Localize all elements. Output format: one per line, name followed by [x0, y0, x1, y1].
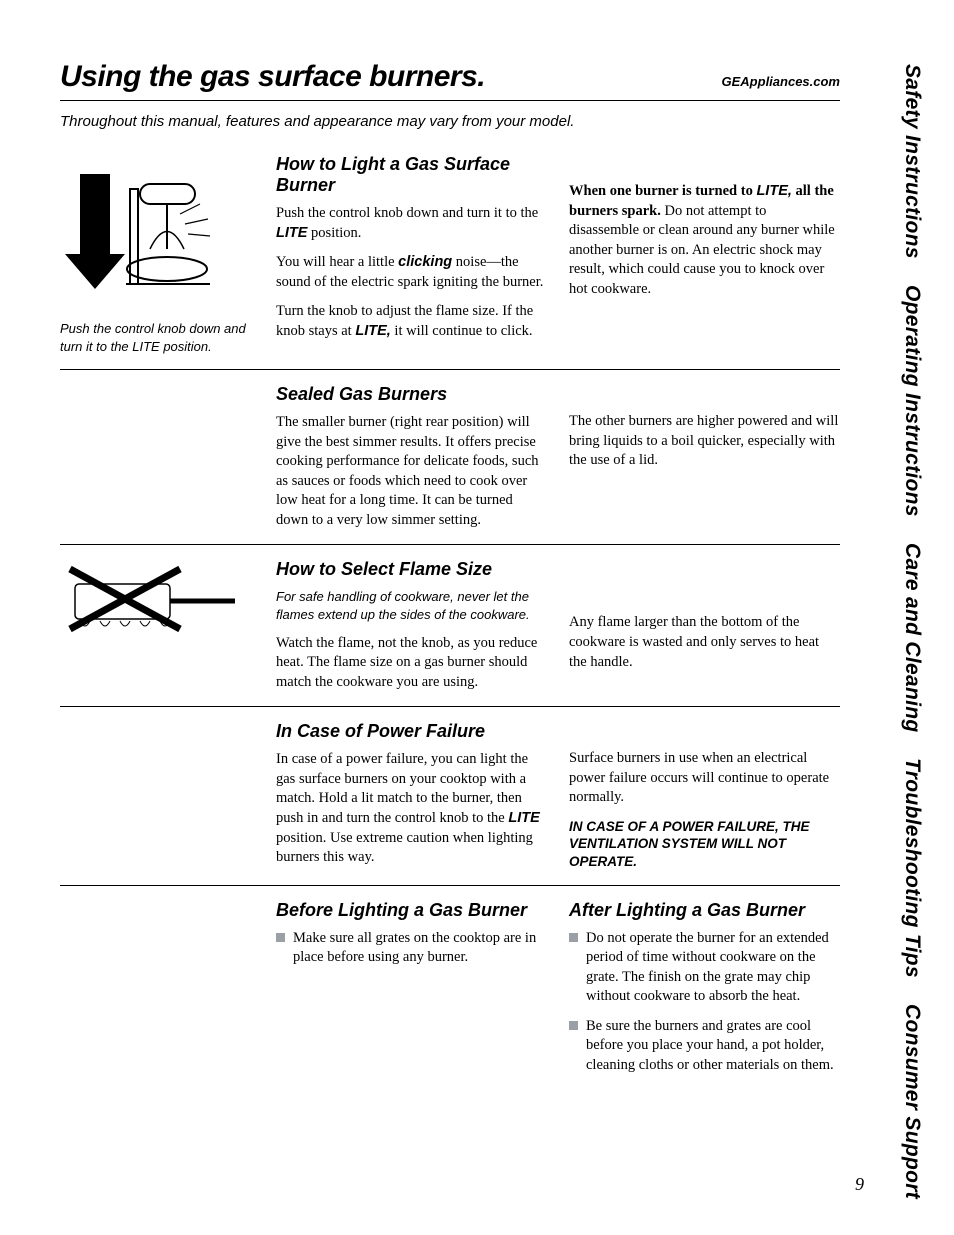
tab-operating[interactable]: Operating Instructions [864, 281, 924, 521]
body-text: When one burner is turned to LITE, all t… [569, 182, 840, 299]
bullet-icon [276, 933, 285, 942]
left-text-col: In Case of Power Failure In case of a po… [276, 721, 547, 870]
section-heading: How to Light a Gas Surface Burner [276, 154, 547, 196]
title-row: Using the gas surface burners. GEApplian… [60, 60, 840, 101]
tab-care[interactable]: Care and Cleaning [864, 539, 924, 736]
right-text-col: The other burners are higher powered and… [569, 384, 840, 530]
illustration-caption: Push the control knob down and turn it t… [60, 320, 260, 355]
section-how-to-light: Push the control knob down and turn it t… [60, 154, 840, 370]
text-columns: In Case of Power Failure In case of a po… [276, 721, 840, 870]
tab-consumer[interactable]: Consumer Support [864, 1000, 924, 1203]
body-text: Push the control knob down and turn it t… [276, 204, 547, 243]
sidebar-tabs: Safety Instructions Operating Instructio… [864, 60, 924, 1203]
body-text: Any flame larger than the bottom of the … [569, 613, 840, 672]
bullet-item: Make sure all grates on the cooktop are … [276, 929, 547, 968]
bullet-icon [569, 933, 578, 942]
right-text-col: Any flame larger than the bottom of the … [569, 559, 840, 692]
right-text-col: When one burner is turned to LITE, all t… [569, 154, 840, 355]
bullet-item: Be sure the burners and grates are cool … [569, 1017, 840, 1076]
text-columns: Before Lighting a Gas Burner Make sure a… [276, 900, 840, 1086]
page-number: 9 [855, 1174, 864, 1195]
body-text: In case of a power failure, you can ligh… [276, 750, 547, 867]
body-text: The smaller burner (right rear position)… [276, 413, 547, 530]
left-text-col: Before Lighting a Gas Burner Make sure a… [276, 900, 547, 1086]
tab-troubleshooting[interactable]: Troubleshooting Tips [864, 754, 924, 982]
knob-illustration [60, 154, 230, 314]
section-heading: In Case of Power Failure [276, 721, 547, 742]
section-heading: How to Select Flame Size [276, 559, 547, 580]
right-text-col: After Lighting a Gas Burner Do not opera… [569, 900, 840, 1086]
page-subtitle: Throughout this manual, features and app… [60, 113, 840, 130]
section-heading: Sealed Gas Burners [276, 384, 547, 405]
illustration-col [60, 559, 260, 692]
body-text: The other burners are higher powered and… [569, 412, 840, 471]
page-content: Using the gas surface burners. GEApplian… [60, 60, 840, 1100]
illustration-col [60, 900, 260, 1086]
page-title: Using the gas surface burners. [60, 60, 485, 94]
text-columns: Sealed Gas Burners The smaller burner (r… [276, 384, 840, 530]
body-text: You will hear a little clicking noise—th… [276, 253, 547, 292]
section-heading: Before Lighting a Gas Burner [276, 900, 547, 921]
illustration-col [60, 721, 260, 870]
section-power-failure: In Case of Power Failure In case of a po… [60, 721, 840, 885]
body-text: Watch the flame, not the knob, as you re… [276, 634, 547, 693]
body-text: Surface burners in use when an electrica… [569, 749, 840, 808]
left-text-col: How to Select Flame Size For safe handli… [276, 559, 547, 692]
section-heading: After Lighting a Gas Burner [569, 900, 840, 921]
section-sealed-burners: Sealed Gas Burners The smaller burner (r… [60, 384, 840, 545]
section-flame-size: How to Select Flame Size For safe handli… [60, 559, 840, 707]
flame-caption: For safe handling of cookware, never let… [276, 588, 547, 623]
body-text: Turn the knob to adjust the flame size. … [276, 302, 547, 341]
brand-url: GEAppliances.com [722, 74, 840, 89]
right-text-col: Surface burners in use when an electrica… [569, 721, 840, 870]
bullet-icon [569, 1021, 578, 1030]
illustration-col [60, 384, 260, 530]
warning-text: IN CASE OF A POWER FAILURE, THE VENTILAT… [569, 818, 840, 871]
left-text-col: Sealed Gas Burners The smaller burner (r… [276, 384, 547, 530]
section-before-after: Before Lighting a Gas Burner Make sure a… [60, 900, 840, 1100]
text-columns: How to Light a Gas Surface Burner Push t… [276, 154, 840, 355]
bullet-item: Do not operate the burner for an extende… [569, 929, 840, 1007]
tab-safety[interactable]: Safety Instructions [864, 60, 924, 263]
pan-x-illustration [60, 559, 250, 639]
left-text-col: How to Light a Gas Surface Burner Push t… [276, 154, 547, 355]
text-columns: How to Select Flame Size For safe handli… [276, 559, 840, 692]
illustration-col: Push the control knob down and turn it t… [60, 154, 260, 355]
